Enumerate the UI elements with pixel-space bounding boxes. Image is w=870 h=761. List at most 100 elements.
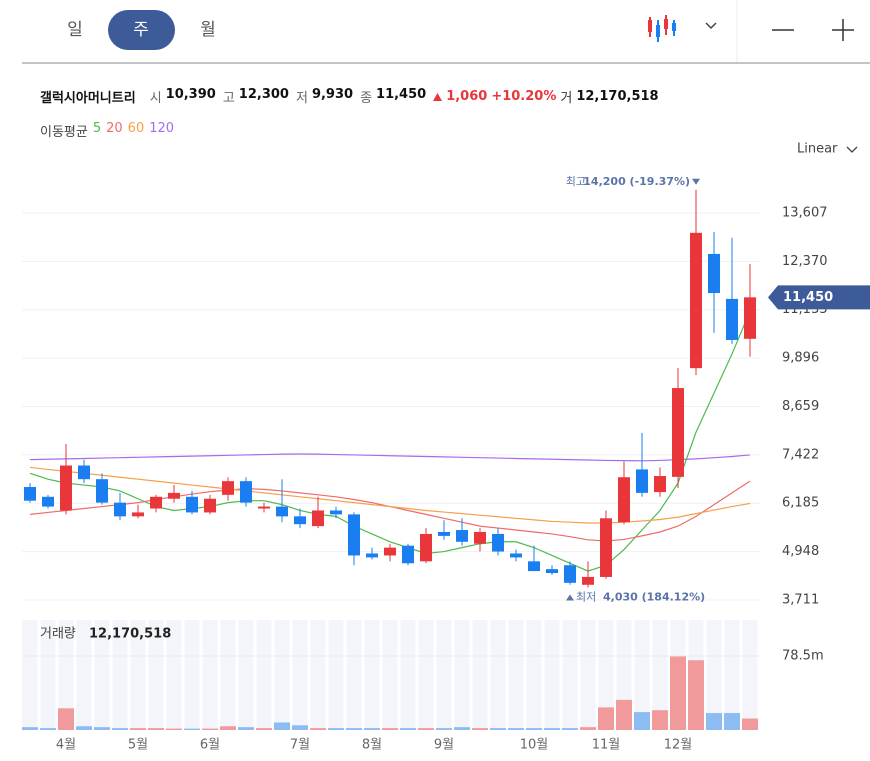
volume-bar bbox=[202, 728, 218, 730]
volume-bar bbox=[742, 718, 758, 730]
candle-body bbox=[42, 496, 54, 507]
volume-bar bbox=[544, 728, 560, 730]
candle-body bbox=[492, 533, 504, 552]
x-tick-label: 12월 bbox=[664, 738, 693, 753]
volume-bar bbox=[166, 728, 182, 730]
candle-body bbox=[456, 530, 468, 542]
y-tick-label: 9,896 bbox=[782, 351, 819, 366]
low-label: 최저 bbox=[576, 591, 596, 604]
candle-body bbox=[474, 531, 486, 544]
volume-stripes bbox=[37, 620, 761, 730]
volume-bar bbox=[328, 728, 344, 730]
volume-bar bbox=[130, 728, 146, 730]
volume-label: 거래량 bbox=[40, 627, 76, 642]
candle-body bbox=[402, 545, 414, 564]
summary-label: 시 bbox=[149, 91, 162, 106]
volume-bar bbox=[364, 728, 380, 730]
volume-bar bbox=[418, 728, 434, 730]
y-tick-label: 6,185 bbox=[782, 496, 819, 511]
summary-value: 10,390 bbox=[165, 87, 216, 102]
volume-bar bbox=[598, 707, 614, 730]
candle-body bbox=[672, 388, 684, 477]
summary-value: 11,450 bbox=[376, 87, 427, 102]
tab[interactable]: 주 bbox=[133, 20, 149, 40]
stock-name: 갤럭시아머니트리 bbox=[40, 91, 136, 106]
zoom-in[interactable] bbox=[832, 19, 854, 41]
summary-label: 종 bbox=[360, 91, 373, 106]
volume-bar bbox=[400, 728, 416, 730]
change: 1,060 bbox=[446, 89, 488, 104]
volume-bar bbox=[292, 725, 308, 730]
ma-legend-item: 120 bbox=[149, 121, 175, 136]
volume-bar bbox=[40, 728, 56, 730]
candle-body bbox=[60, 465, 72, 511]
candle-body bbox=[222, 481, 234, 495]
candle-body bbox=[276, 506, 288, 517]
tab[interactable]: 월 bbox=[200, 20, 216, 40]
volume-bar bbox=[580, 727, 596, 730]
candle-body bbox=[132, 512, 144, 517]
candle-body bbox=[420, 533, 432, 562]
x-tick-label: 5월 bbox=[128, 738, 148, 753]
low-value: 4,030 (184.12%) bbox=[603, 591, 705, 604]
volume-bar bbox=[148, 728, 164, 730]
y-tick-label: 7,422 bbox=[782, 447, 819, 462]
chart-type-icon[interactable] bbox=[648, 15, 676, 42]
y-tick-label: 12,370 bbox=[782, 254, 828, 269]
candle-body bbox=[186, 496, 198, 513]
candle-body bbox=[294, 516, 306, 525]
candle-body bbox=[546, 569, 558, 574]
x-tick-label: 10월 bbox=[520, 738, 549, 753]
candle-body bbox=[636, 469, 648, 493]
candle-body bbox=[690, 232, 702, 369]
volume-bar bbox=[436, 728, 452, 730]
scale-chevron[interactable] bbox=[846, 146, 858, 153]
volume-pane bbox=[22, 620, 760, 730]
candle-body bbox=[564, 565, 576, 583]
candle-body bbox=[438, 531, 450, 536]
candle-body bbox=[240, 481, 252, 503]
up-arrow bbox=[433, 92, 443, 101]
ma-legend-item: 60 bbox=[127, 121, 145, 136]
volume-bar bbox=[472, 728, 488, 730]
summary-label: 저 bbox=[295, 91, 308, 106]
volume-bar bbox=[112, 728, 128, 730]
x-tick-label: 11월 bbox=[592, 738, 621, 753]
y-tick-label: 4,948 bbox=[782, 544, 819, 559]
volume-bar bbox=[688, 660, 704, 730]
candle-body bbox=[114, 502, 126, 517]
volume-bar bbox=[238, 727, 254, 730]
volume-bar bbox=[94, 727, 110, 730]
volume-tick-label: 78.5m bbox=[782, 649, 824, 664]
volume-bar bbox=[670, 656, 686, 730]
candle-body bbox=[330, 510, 342, 515]
candle-body bbox=[168, 492, 180, 499]
turnover: 12,170,518 bbox=[576, 89, 659, 104]
volume-value: 12,170,518 bbox=[89, 627, 171, 642]
candle-body bbox=[150, 496, 162, 509]
x-tick-label: 4월 bbox=[56, 738, 76, 753]
high-marker bbox=[692, 178, 700, 185]
y-tick-label: 13,607 bbox=[782, 205, 828, 220]
y-tick-label: 3,711 bbox=[782, 592, 819, 607]
volume-bar bbox=[76, 726, 92, 730]
candle-body bbox=[582, 576, 594, 585]
scale-label[interactable]: Linear bbox=[797, 142, 838, 157]
candle-body bbox=[96, 479, 108, 503]
candle-body bbox=[510, 553, 522, 558]
summary: 시 10,390 고 12,300 저 9,930 종 11,450 bbox=[150, 87, 430, 106]
x-tick-label: 7월 bbox=[290, 738, 310, 753]
candle-body bbox=[618, 477, 630, 523]
tab[interactable]: 일 bbox=[67, 20, 83, 40]
summary-value: 12,300 bbox=[238, 87, 289, 102]
candle-body bbox=[726, 298, 738, 340]
ma-legend-title: 이동평균 bbox=[40, 125, 88, 140]
turnover-label: 거 bbox=[560, 91, 573, 106]
candle-body bbox=[204, 498, 216, 513]
volume-bar bbox=[382, 728, 398, 730]
ma-line bbox=[29, 453, 751, 462]
last-price-label: 11,450 bbox=[783, 290, 833, 305]
dropdown-chevron[interactable] bbox=[705, 22, 717, 30]
header: 갤럭시아머니트리 시 10,390 고 12,300 저 9,930 종 11,450 1,0… bbox=[40, 87, 659, 106]
